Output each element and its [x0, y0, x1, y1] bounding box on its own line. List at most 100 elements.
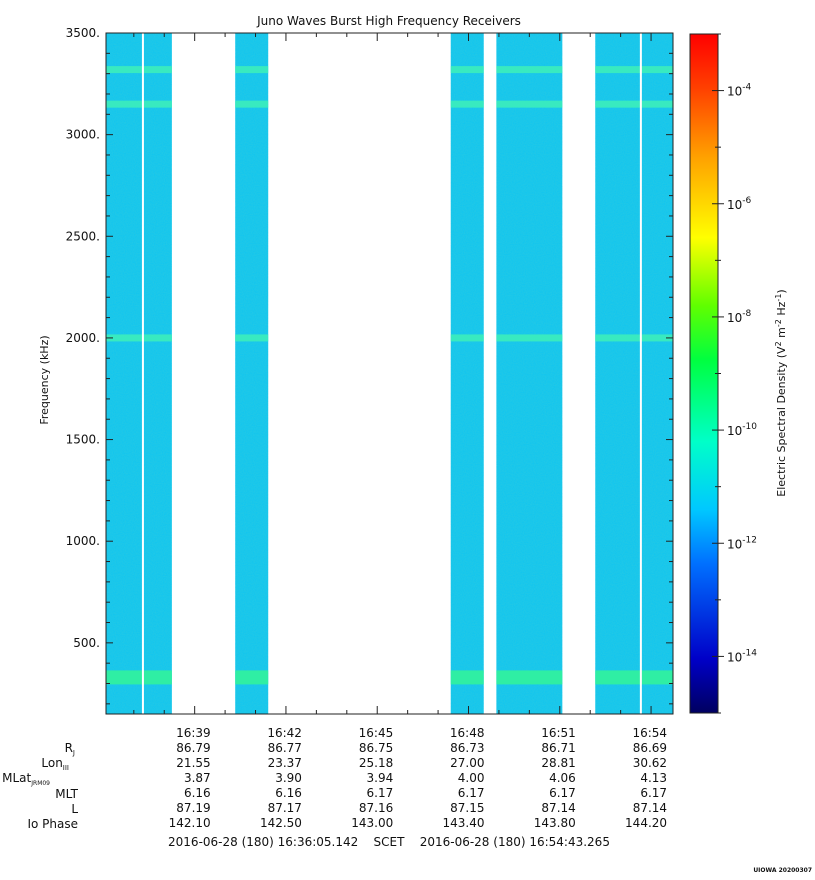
ephemeris-value: 143.80 — [534, 816, 576, 830]
colorbar-tick-base: 10 — [727, 424, 742, 438]
ephemeris-value: 144.20 — [625, 816, 667, 830]
emission-band-3-3 — [496, 66, 563, 74]
plot-frame — [105, 32, 674, 715]
x-tick-label: 16:42 — [267, 726, 302, 740]
emission-band-3-2 — [496, 100, 563, 108]
colorbar-tick-exponent: -10 — [742, 422, 757, 432]
ephemeris-value: 6.16 — [275, 786, 302, 800]
ephemeris-value: 4.00 — [458, 771, 485, 785]
ephemeris-labels: RJ LonIII MLatJRM09 MLT L Io Phase — [2, 741, 79, 831]
ephem-label-rj: RJ — [65, 741, 75, 757]
x-tick-label: 16:45 — [359, 726, 394, 740]
ephemeris-value: 142.50 — [260, 816, 302, 830]
data-block-texture-4 — [595, 33, 673, 714]
emission-band-3-1 — [496, 334, 563, 342]
x-tick-label: 16:39 — [176, 726, 211, 740]
data-block-texture-0 — [106, 33, 172, 714]
y-tick-label: 1500. — [66, 433, 100, 447]
colorbar-label: Electric Spectral Density (V2 m-2 Hz-1) — [774, 289, 788, 496]
ephemeris-value: 143.40 — [443, 816, 485, 830]
ephemeris-value: 87.16 — [359, 801, 393, 815]
y-tick-label: 500. — [73, 636, 100, 650]
data-block-texture-1 — [235, 33, 269, 714]
ephemeris-value: 3.94 — [367, 771, 394, 785]
ephemeris-value: 30.62 — [633, 756, 667, 770]
emission-band-2-1 — [450, 334, 484, 342]
x-tick-label: 16:51 — [541, 726, 576, 740]
colorbar-tick-base: 10 — [727, 198, 742, 212]
emission-band-0-2 — [106, 100, 172, 108]
emission-band-1-3 — [235, 66, 269, 74]
colorbar-tick-base: 10 — [727, 85, 742, 99]
data-block-texture-3 — [496, 33, 563, 714]
ephem-label-lon: LonIII — [41, 756, 69, 772]
emission-band-4-0 — [595, 670, 673, 685]
colorbar-tick-label: 10-12 — [727, 535, 757, 551]
colorbar-tick-label: 10-6 — [727, 196, 752, 212]
emission-band-0-3 — [106, 66, 172, 74]
ephemeris-value: 25.18 — [359, 756, 393, 770]
emission-band-4-1 — [595, 334, 673, 342]
emission-band-2-3 — [450, 66, 484, 74]
ephem-label-mlt: MLT — [55, 787, 78, 801]
y-tick-label: 2000. — [66, 331, 100, 345]
ephemeris-value: 4.13 — [640, 771, 667, 785]
data-block-texture-2 — [450, 33, 484, 714]
colorbar-tick-label: 10-10 — [727, 422, 757, 438]
ephemeris-value: 23.37 — [268, 756, 302, 770]
ephemeris-value: 6.17 — [640, 786, 667, 800]
y-axis-label: Frequency (kHz) — [38, 335, 51, 424]
colorbar-tick-exponent: -4 — [742, 83, 751, 93]
ephemeris-value: 87.19 — [176, 801, 210, 815]
emission-band-4-3 — [595, 66, 673, 74]
emission-band-0-0 — [106, 670, 172, 685]
ephemeris-value: 3.87 — [184, 771, 211, 785]
ephemeris-value: 6.17 — [458, 786, 485, 800]
colorbar-tick-base: 10 — [727, 311, 742, 325]
ephemeris-value: 6.17 — [549, 786, 576, 800]
ephemeris-value: 86.75 — [359, 741, 393, 755]
chart-title: Juno Waves Burst High Frequency Receiver… — [256, 14, 521, 28]
emission-bands — [106, 33, 673, 714]
emission-band-1-0 — [235, 670, 269, 685]
ephemeris-table: 16:3986.7921.553.876.1687.19142.1016:428… — [169, 726, 667, 830]
ephemeris-value: 86.71 — [541, 741, 575, 755]
colorbar-tick-exponent: -6 — [742, 196, 751, 206]
data-gap-line-1 — [639, 33, 642, 714]
ephemeris-value: 6.17 — [367, 786, 394, 800]
ephemeris-value: 27.00 — [450, 756, 484, 770]
ephemeris-value: 87.17 — [268, 801, 302, 815]
emission-band-1-1 — [235, 334, 269, 342]
emission-band-3-0 — [496, 670, 563, 685]
x-tick-label: 16:48 — [450, 726, 485, 740]
ephemeris-value: 28.81 — [541, 756, 575, 770]
ephemeris-value: 6.16 — [184, 786, 211, 800]
y-tick-label: 2500. — [66, 229, 100, 243]
y-tick-label: 3500. — [66, 26, 100, 40]
colorbar-tick-base: 10 — [727, 537, 742, 551]
ephemeris-value: 4.06 — [549, 771, 576, 785]
emission-band-0-1 — [106, 334, 172, 342]
ephemeris-value: 3.90 — [275, 771, 302, 785]
emission-band-4-2 — [595, 100, 673, 108]
colorbar-tick-base: 10 — [727, 650, 742, 664]
ephemeris-value: 86.77 — [268, 741, 302, 755]
colorbar-tick-label: 10-4 — [727, 83, 752, 99]
x-axis — [133, 33, 652, 714]
footer-stamp: UIOWA 20200307 — [753, 867, 812, 874]
ephem-label-io: Io Phase — [27, 817, 78, 831]
ephemeris-value: 87.14 — [541, 801, 575, 815]
colorbar-tick-exponent: -8 — [742, 309, 751, 319]
ephemeris-value: 86.73 — [450, 741, 484, 755]
ephem-label-l: L — [71, 802, 78, 816]
colorbar-tick-label: 10-14 — [727, 648, 757, 664]
ephemeris-value: 86.69 — [633, 741, 667, 755]
ephem-label-mlat: MLatJRM09 — [2, 771, 50, 787]
x-tick-label: 16:54 — [632, 726, 667, 740]
colorbar — [689, 33, 719, 714]
colorbar-tick-label: 10-8 — [727, 309, 752, 325]
emission-band-1-2 — [235, 100, 269, 108]
colorbar-tick-exponent: -14 — [742, 648, 757, 658]
